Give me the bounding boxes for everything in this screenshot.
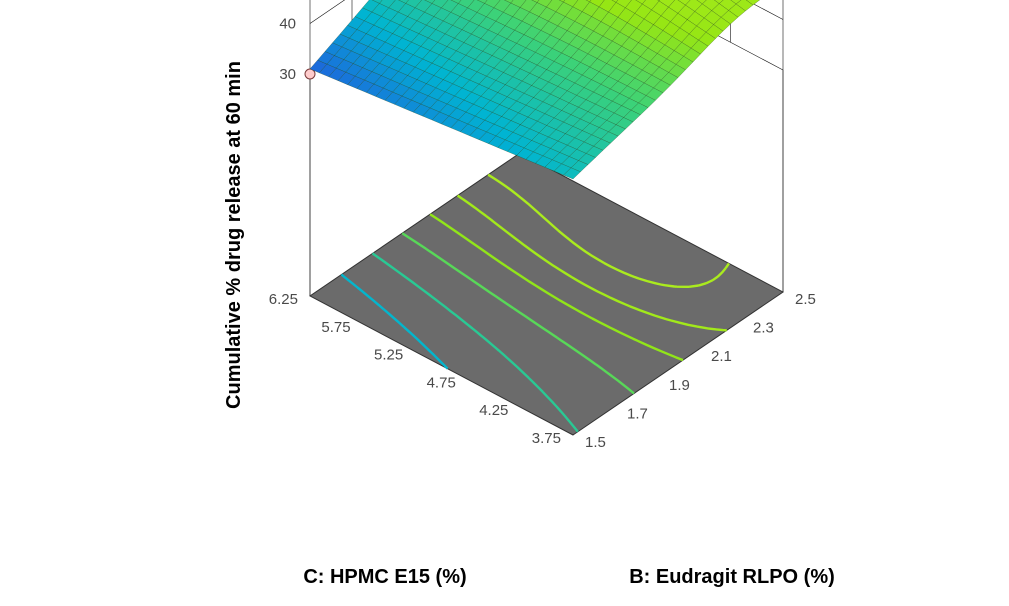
y-tick-label: 3.75 (532, 430, 561, 447)
y-tick-label: 4.75 (427, 374, 456, 391)
z-tick-label: 30 (279, 66, 296, 83)
x-axis-title: B: Eudragit RLPO (%) (629, 566, 835, 588)
y-axis-title: C: HPMC E15 (%) (303, 566, 466, 588)
y-tick-label: 4.25 (479, 402, 508, 419)
floor-plane (310, 153, 783, 435)
y-tick-label: 5.25 (374, 347, 403, 364)
x-tick-label: 1.9 (669, 377, 690, 394)
floor-polygon (310, 153, 783, 435)
x-tick-label: 2.3 (753, 320, 774, 337)
x-tick-label: 2.5 (795, 291, 816, 308)
y-tick-label: 5.75 (321, 319, 350, 336)
y-tick-label: 6.25 (269, 291, 298, 308)
z-axis-title: Cumulative % drug release at 60 min (223, 61, 245, 409)
x-tick-label: 1.7 (627, 405, 648, 422)
x-tick-label: 1.5 (585, 434, 606, 451)
x-tick-label: 2.1 (711, 348, 732, 365)
z-tick-label: 40 (279, 16, 296, 33)
response-surface (310, 0, 783, 179)
